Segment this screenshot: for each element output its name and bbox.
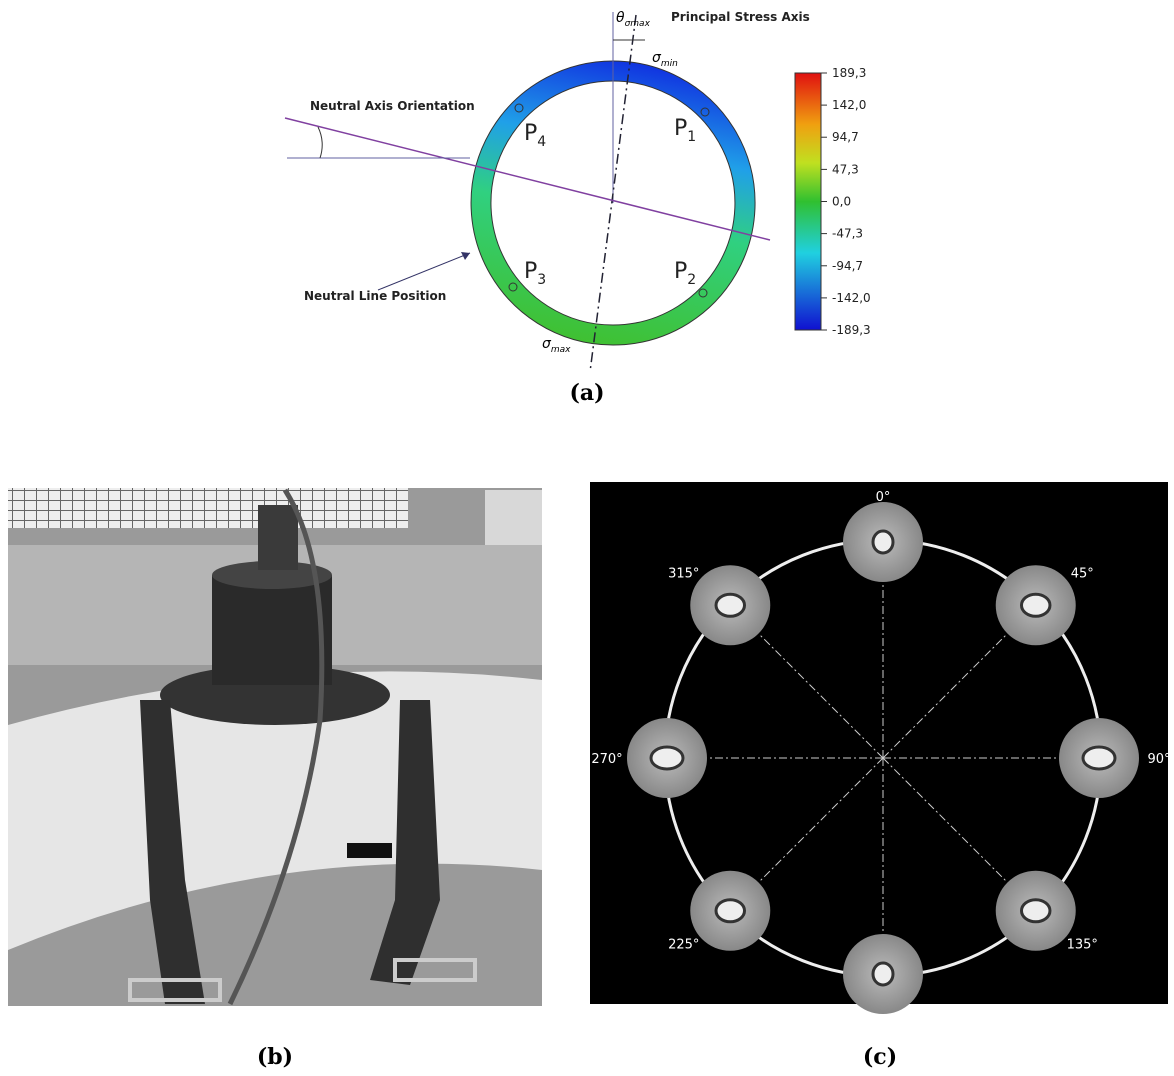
point-label: P3 (524, 259, 546, 288)
colorbar-ticks: 189,3 142,0 94,7 47,3 0,0 -47,3 -94,7 -142,0 -18… (821, 66, 871, 337)
angle-arc (318, 127, 322, 158)
neutral-axis-label: Neutral Axis Orientation (310, 99, 475, 113)
angle-label: 0° (876, 490, 891, 505)
point-label: P2 (674, 259, 696, 288)
caption: (b) (257, 1044, 293, 1070)
colorbar-tick-label: -142,0 (832, 291, 871, 305)
angle-label: 270° (591, 752, 622, 767)
colorbar (795, 73, 821, 330)
angle-label: 180° (867, 1014, 898, 1029)
caption: (a) (569, 380, 604, 406)
grating (8, 488, 408, 528)
angle-label: 225° (668, 937, 699, 952)
specimen-core (1083, 747, 1115, 769)
point-label: P1 (674, 116, 696, 145)
colorbar-tick-label: 142,0 (832, 98, 866, 112)
colorbar-tick-label: 0,0 (832, 195, 851, 209)
specimen-core (873, 531, 893, 553)
colorbar-tick-label: -189,3 (832, 323, 871, 337)
tape (347, 843, 392, 858)
sensor-body (212, 575, 332, 685)
panel-a: Principal Stress Axis θσmax σmin σmax Ne… (285, 10, 871, 406)
principal-stress-label: Principal Stress Axis (671, 10, 810, 24)
angle-label: 135° (1067, 937, 1098, 952)
figure: Principal Stress Axis θσmax σmin σmax Ne… (0, 0, 1174, 1076)
angle-label: 90° (1147, 752, 1170, 767)
specimen-core (1021, 594, 1049, 616)
panel-c: 0° 45° 90° 135° 180° 225° 270° 315° (c) (590, 482, 1171, 1070)
specimen-core (1021, 900, 1049, 922)
sigma-max-label: σmax (542, 336, 571, 355)
colorbar-tick-label: 189,3 (832, 66, 866, 80)
colorbar-tick-label: -47,3 (832, 227, 863, 241)
colorbar-tick-label: -94,7 (832, 259, 863, 273)
specimen-core (873, 963, 893, 985)
theta-label: θσmax (616, 10, 651, 29)
angle-label: 315° (668, 567, 699, 582)
point-label: P4 (524, 121, 546, 150)
specimen-core (716, 900, 744, 922)
panel-b: (b) (8, 488, 542, 1070)
caption: (c) (863, 1044, 897, 1070)
sigma-min-label: σmin (652, 50, 678, 69)
specimen-core (716, 594, 744, 616)
angle-label: 45° (1071, 567, 1094, 582)
colorbar-tick-label: 47,3 (832, 162, 859, 176)
connector (258, 505, 298, 570)
neutral-line-label: Neutral Line Position (304, 289, 446, 303)
neutral-line-arrow (378, 253, 470, 290)
specimen-core (651, 747, 683, 769)
colorbar-tick-label: 94,7 (832, 130, 859, 144)
